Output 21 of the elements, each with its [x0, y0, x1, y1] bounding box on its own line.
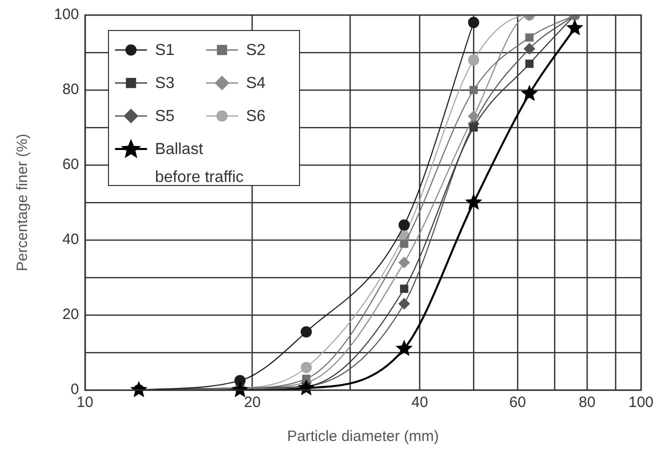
legend-label: S1 — [155, 41, 175, 61]
y-axis-title: Percentage finer (%) — [14, 134, 32, 272]
x-tick-label: 40 — [411, 394, 428, 412]
legend-label: Ballast before traffic — [155, 140, 245, 188]
legend-label: S4 — [246, 74, 266, 94]
y-tick-label: 60 — [62, 156, 79, 174]
legend-label: S6 — [246, 107, 266, 127]
legend-label: S2 — [246, 41, 266, 61]
legend-label: S5 — [155, 107, 175, 127]
y-tick-label: 40 — [62, 231, 79, 248]
y-tick-label: 100 — [54, 6, 79, 24]
y-tick-label: 0 — [70, 381, 79, 398]
x-tick-label: 60 — [509, 394, 526, 412]
y-tick-label: 80 — [62, 81, 79, 98]
x-tick-label: 100 — [628, 394, 654, 412]
y-tick-label: 20 — [62, 306, 79, 324]
x-axis-title: Particle diameter (mm) — [287, 428, 439, 446]
legend-label: S3 — [155, 74, 175, 94]
x-tick-label: 80 — [578, 394, 596, 412]
x-tick-label: 10 — [76, 394, 94, 412]
x-tick-label: 20 — [244, 394, 261, 412]
